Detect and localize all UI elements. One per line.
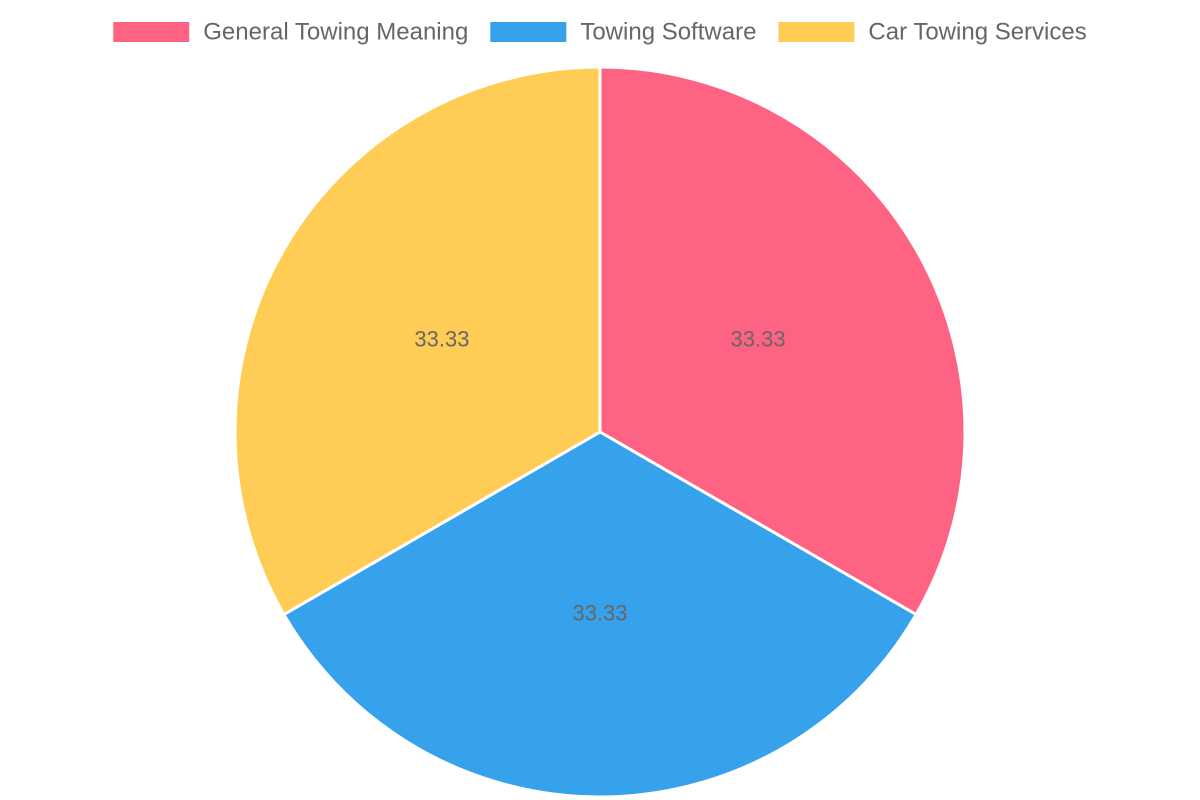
value-label: 33.33 bbox=[731, 327, 786, 352]
value-label: 33.33 bbox=[572, 600, 627, 625]
legend-swatch bbox=[113, 22, 190, 42]
legend-text: Car Towing Services bbox=[868, 18, 1086, 45]
legend-text: General Towing Meaning bbox=[203, 18, 468, 45]
legend-text: Towing Software bbox=[580, 18, 756, 45]
pie-slice bbox=[598, 65, 967, 617]
legend: General Towing Meaning Towing Software Car… bbox=[113, 18, 1087, 45]
pie-slice bbox=[233, 65, 602, 617]
legend-swatch bbox=[490, 22, 567, 42]
legend-swatch bbox=[778, 22, 855, 42]
value-label: 33.33 bbox=[414, 327, 469, 352]
pie-slice bbox=[281, 430, 919, 799]
